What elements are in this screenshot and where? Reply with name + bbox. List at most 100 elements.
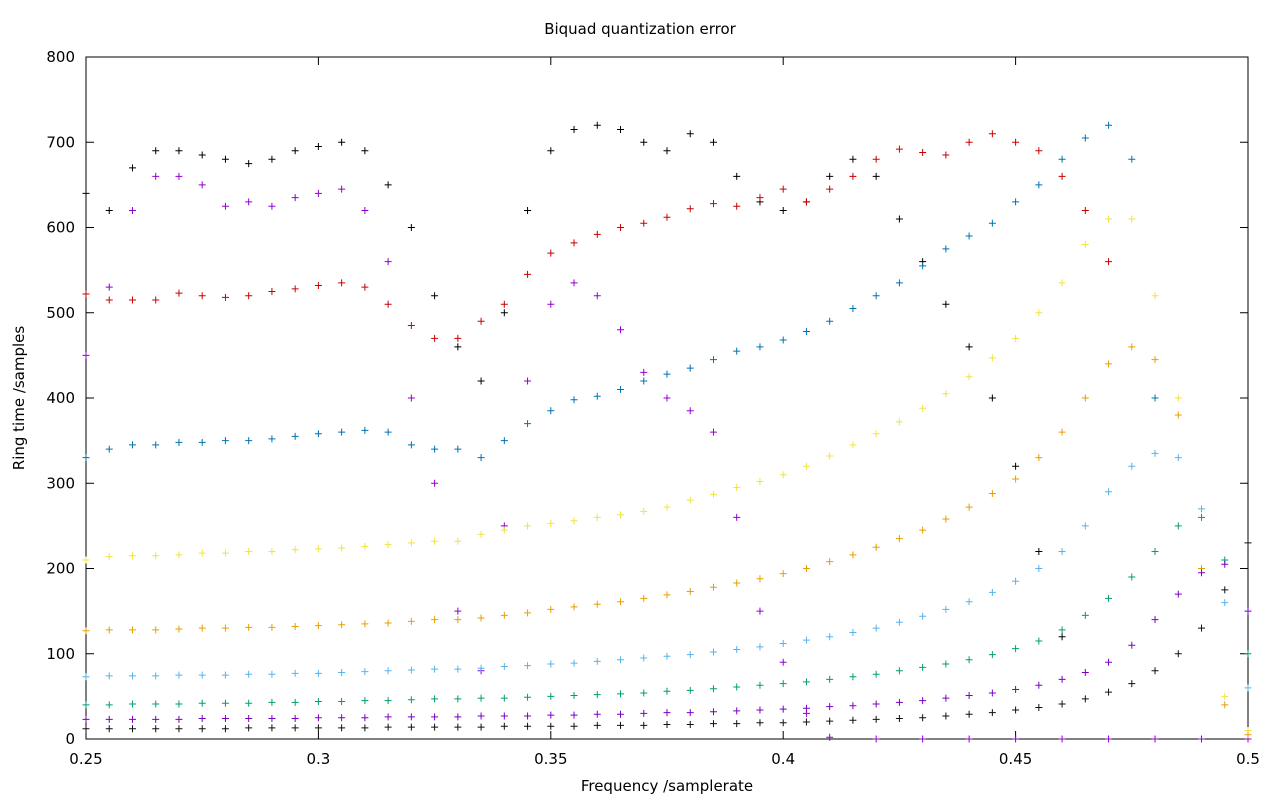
data-point	[686, 364, 694, 372]
data-point	[361, 697, 369, 705]
data-point	[779, 570, 787, 578]
data-point	[268, 547, 276, 555]
data-point	[431, 537, 439, 545]
data-point	[709, 648, 717, 656]
data-point	[1128, 462, 1136, 470]
data-point	[245, 699, 253, 707]
x-tick-label: 0.4	[771, 750, 795, 768]
data-point	[1035, 309, 1043, 317]
data-point	[338, 428, 346, 436]
data-point	[291, 724, 299, 732]
data-point	[454, 723, 462, 731]
data-point	[965, 710, 973, 718]
data-point	[1081, 134, 1089, 142]
data-point	[965, 138, 973, 146]
data-point	[1174, 590, 1182, 598]
data-point	[314, 622, 322, 630]
data-point	[105, 206, 113, 214]
data-point	[895, 279, 903, 287]
data-point	[477, 530, 485, 538]
data-point	[1035, 547, 1043, 555]
data-point	[82, 454, 90, 462]
data-point	[1105, 658, 1113, 666]
data-point	[105, 626, 113, 634]
data-point	[454, 665, 462, 673]
data-point	[198, 715, 206, 723]
data-point	[407, 539, 415, 547]
data-point	[686, 709, 694, 717]
data-point	[431, 292, 439, 300]
data-point	[291, 432, 299, 440]
data-point	[500, 712, 508, 720]
data-point	[175, 438, 183, 446]
data-point	[407, 713, 415, 721]
data-point	[361, 724, 369, 732]
data-point	[826, 717, 834, 725]
data-point	[407, 723, 415, 731]
data-point	[570, 125, 578, 133]
data-point	[849, 716, 857, 724]
data-point	[617, 326, 625, 334]
data-point	[1198, 505, 1206, 513]
data-point	[152, 626, 160, 634]
data-point	[1035, 565, 1043, 572]
data-point	[454, 713, 462, 721]
data-point	[338, 714, 346, 722]
data-point	[802, 198, 810, 206]
data-point	[245, 292, 253, 300]
data-point	[291, 715, 299, 723]
series-3	[82, 121, 1159, 462]
data-point	[1128, 215, 1136, 223]
data-point	[663, 591, 671, 599]
data-point	[547, 407, 555, 415]
data-point	[733, 683, 741, 691]
data-point	[175, 289, 183, 297]
data-point	[756, 607, 764, 615]
data-point	[1221, 701, 1229, 709]
data-point	[221, 202, 229, 210]
data-point	[338, 138, 346, 146]
data-point	[733, 645, 741, 653]
data-point	[895, 535, 903, 543]
data-point	[1151, 616, 1159, 624]
data-point	[640, 368, 648, 376]
data-point	[524, 609, 532, 617]
data-point	[1151, 394, 1159, 402]
data-point	[477, 614, 485, 622]
data-point	[686, 130, 694, 138]
data-point	[1198, 569, 1206, 577]
data-point	[245, 547, 253, 555]
data-point	[477, 377, 485, 385]
data-point	[221, 293, 229, 301]
data-point	[477, 664, 485, 672]
data-point	[198, 671, 206, 679]
data-point	[431, 723, 439, 731]
data-point	[268, 435, 276, 443]
data-point	[175, 671, 183, 679]
data-point	[593, 691, 601, 699]
data-point	[361, 147, 369, 155]
data-point	[617, 710, 625, 718]
data-point	[663, 213, 671, 221]
data-point	[477, 694, 485, 702]
data-point	[547, 692, 555, 700]
data-point	[175, 700, 183, 708]
data-point	[361, 206, 369, 214]
data-point	[756, 643, 764, 651]
data-point	[175, 725, 183, 733]
data-point	[988, 588, 996, 596]
data-point	[872, 172, 880, 180]
data-point	[1244, 650, 1252, 658]
x-tick-label: 0.5	[1236, 750, 1260, 768]
data-point	[128, 441, 136, 449]
data-point	[384, 619, 392, 627]
data-point	[663, 147, 671, 155]
data-point	[733, 707, 741, 715]
x-tick-label: 0.35	[534, 750, 567, 768]
data-point	[547, 711, 555, 719]
data-point	[221, 624, 229, 632]
data-point	[570, 692, 578, 700]
data-point	[919, 697, 927, 705]
data-point	[175, 715, 183, 723]
data-point	[733, 484, 741, 492]
